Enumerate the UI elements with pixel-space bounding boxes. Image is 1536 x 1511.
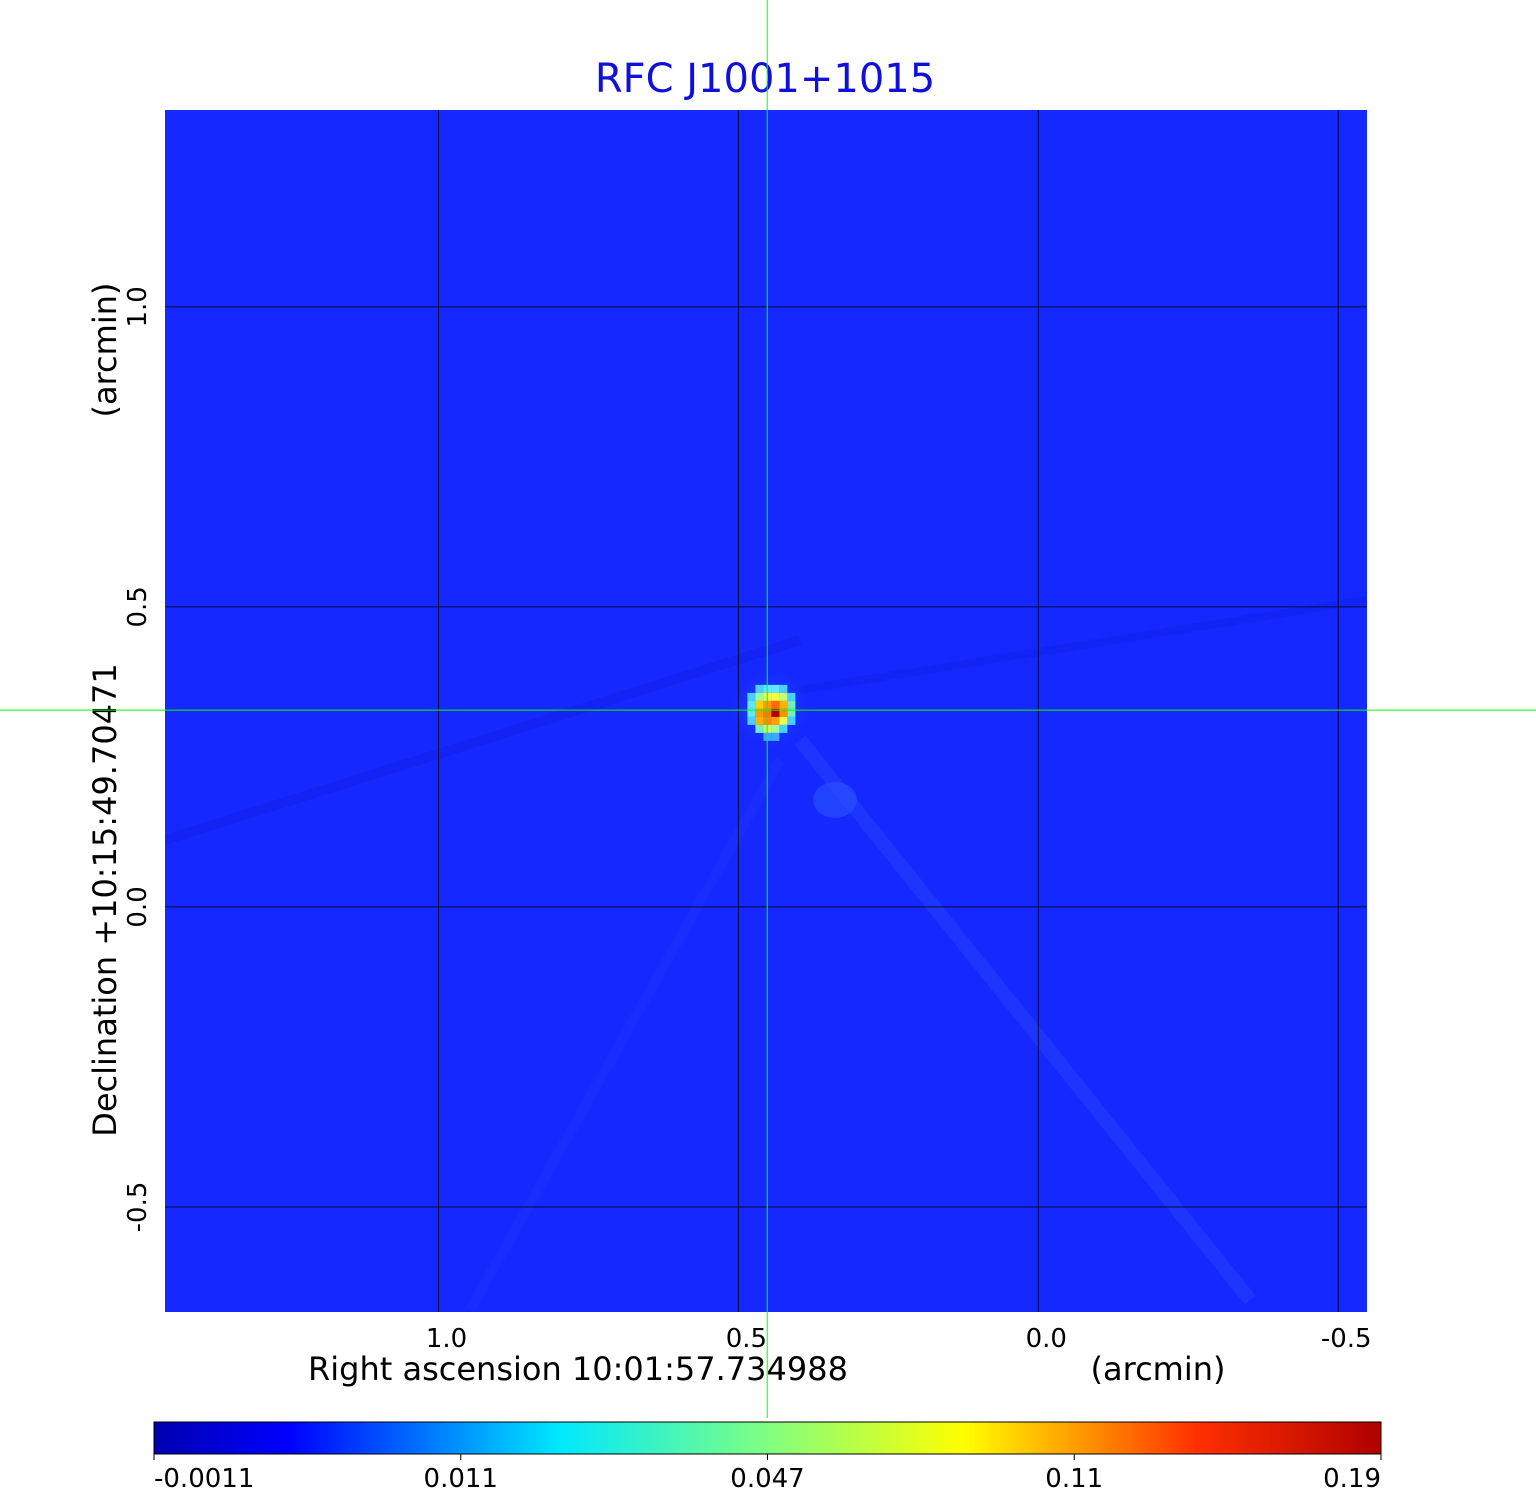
x-tick-labels: 1.0 0.5 0.0 -0.5 (426, 1324, 1372, 1354)
source-pixel (779, 700, 788, 709)
source-pixel (755, 684, 764, 693)
source-pixel (779, 708, 788, 717)
source-pixel (771, 692, 780, 701)
source-pixel (771, 724, 780, 733)
source-pixel (779, 724, 788, 733)
colorbar-gradient (153, 1421, 1382, 1455)
colorbar-tick-label: 0.047 (730, 1464, 804, 1494)
chart-title: RFC J1001+1015 (595, 56, 935, 102)
source-pixel (747, 700, 756, 709)
x-axis-label: Right ascension 10:01:57.734988 (308, 1350, 848, 1388)
y-tick-label: -0.5 (123, 1182, 153, 1233)
source-pixel (747, 716, 756, 725)
plot-area (165, 110, 1367, 1312)
source-pixel (755, 700, 764, 709)
x-tick-label: 1.0 (426, 1324, 467, 1354)
y-tick-labels: 1.0 0.5 0.0 -0.5 (123, 286, 153, 1232)
source-pixel (771, 732, 780, 741)
source-pixel (779, 692, 788, 701)
colorbar-tick-label: 0.19 (1323, 1464, 1381, 1494)
x-axis-unit: (arcmin) (1091, 1350, 1226, 1388)
source-pixel (787, 700, 796, 709)
source-pixel (755, 708, 764, 717)
source-pixel (779, 716, 788, 725)
source-pixel (755, 716, 764, 725)
source-pixel (779, 684, 788, 693)
colorbar-tick-label: 0.011 (424, 1464, 498, 1494)
crosshair (0, 0, 1536, 1418)
x-tick-label: 0.5 (726, 1324, 767, 1354)
x-tick-label: 0.0 (1026, 1324, 1067, 1354)
source-pixel (771, 708, 780, 717)
y-tick-label: 1.0 (123, 286, 153, 327)
source-pixel (787, 708, 796, 717)
y-axis-label: Declination +10:15:49.70471 (86, 663, 124, 1137)
colorbar-tick-labels: -0.0011 0.011 0.047 0.11 0.19 (153, 1454, 1382, 1494)
colorbar-tick-label: 0.11 (1045, 1464, 1103, 1494)
y-axis-unit: (arcmin) (86, 283, 124, 418)
source-pixel (747, 692, 756, 701)
source-pixel (771, 716, 780, 725)
source-pixel (755, 724, 764, 733)
x-tick-label: -0.5 (1321, 1324, 1372, 1354)
colorbar: -0.0011 0.011 0.047 0.11 0.19 (153, 1421, 1382, 1494)
colorbar-tick-label: -0.0011 (154, 1464, 254, 1494)
source-pixel (747, 708, 756, 717)
source-pixel (787, 692, 796, 701)
source-pixel (787, 716, 796, 725)
y-tick-label: 0.5 (123, 586, 153, 627)
source-pixel (771, 700, 780, 709)
y-tick-label: 0.0 (123, 886, 153, 927)
radio-source (729, 666, 814, 751)
source-pixel (755, 692, 764, 701)
source-pixel (771, 684, 780, 693)
